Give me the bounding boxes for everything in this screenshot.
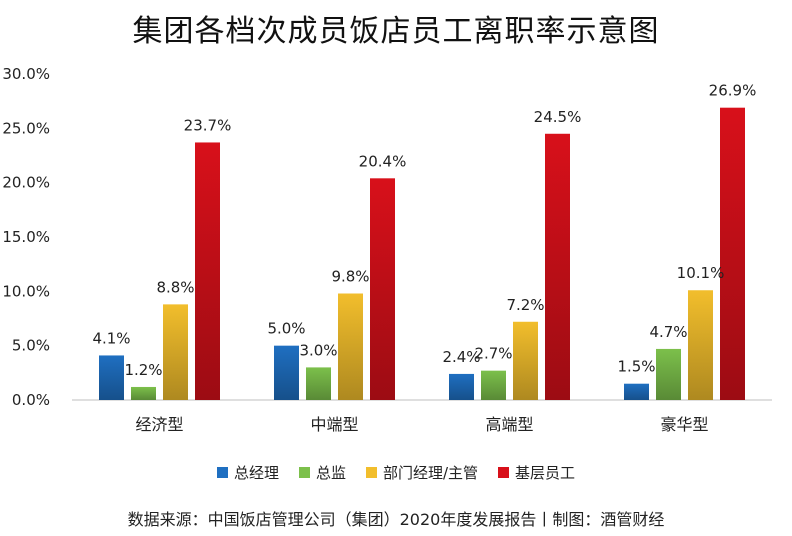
bar	[131, 386, 156, 400]
legend-item: 部门经理/主管	[365, 462, 479, 483]
bar	[195, 142, 220, 400]
y-tick-label: 15.0%	[2, 228, 50, 246]
data-label: 10.1%	[677, 264, 725, 282]
legend-label: 部门经理/主管	[382, 464, 479, 482]
legend-swatch	[365, 467, 377, 478]
legend-label: 总经理	[233, 464, 279, 482]
bar	[624, 383, 649, 400]
data-label: 4.7%	[649, 323, 687, 341]
bar	[481, 370, 506, 400]
y-tick-label: 25.0%	[2, 119, 50, 137]
y-tick-label: 0.0%	[12, 391, 50, 409]
x-tick-label: 豪华型	[660, 415, 708, 434]
legend-item: 总经理	[216, 462, 279, 483]
y-tick-label: 5.0%	[12, 337, 50, 355]
data-label: 3.0%	[299, 341, 337, 359]
legend-item: 基层员工	[498, 462, 575, 483]
data-label: 24.5%	[534, 108, 582, 126]
data-label: 2.7%	[474, 345, 512, 363]
data-label: 26.9%	[709, 82, 757, 100]
chart-title: 集团各档次成员饭店员工离职率示意图	[132, 14, 660, 49]
y-tick-label: 30.0%	[2, 65, 50, 83]
legend-item: 总监	[298, 462, 346, 483]
data-label: 4.1%	[92, 329, 130, 347]
bar	[274, 345, 299, 400]
data-label: 2.4%	[442, 348, 480, 366]
legend-label: 基层员工	[515, 464, 576, 482]
data-label: 20.4%	[359, 152, 407, 170]
data-label: 5.0%	[267, 320, 305, 338]
legend-swatch	[216, 467, 228, 478]
bar	[656, 348, 681, 400]
x-tick-label: 中端型	[310, 415, 358, 434]
bar	[513, 321, 538, 400]
data-label: 1.2%	[124, 361, 162, 379]
bar	[338, 293, 363, 400]
chart-legend: 总经理 总监 部门经理/主管 基层员工	[0, 462, 792, 483]
bar	[163, 304, 188, 400]
data-label: 1.5%	[617, 358, 655, 376]
bar	[449, 373, 474, 400]
data-label: 9.8%	[331, 268, 369, 286]
bar	[99, 355, 124, 400]
data-label: 7.2%	[506, 296, 544, 314]
source-note: 数据来源：中国饭店管理公司（集团）2020年度发展报告丨制图：酒管财经	[127, 510, 665, 529]
data-label: 23.7%	[184, 116, 232, 134]
bar	[688, 290, 713, 400]
bar	[306, 367, 331, 400]
y-tick-label: 10.0%	[2, 282, 50, 300]
bar	[545, 133, 570, 400]
legend-swatch	[498, 467, 510, 478]
legend-label: 总监	[315, 464, 346, 482]
legend-swatch	[298, 467, 310, 478]
bar	[370, 178, 395, 400]
x-tick-label: 经济型	[135, 415, 183, 434]
y-tick-label: 20.0%	[2, 174, 50, 192]
bar	[720, 107, 745, 400]
data-label: 8.8%	[156, 278, 194, 296]
x-tick-label: 高端型	[485, 415, 533, 434]
